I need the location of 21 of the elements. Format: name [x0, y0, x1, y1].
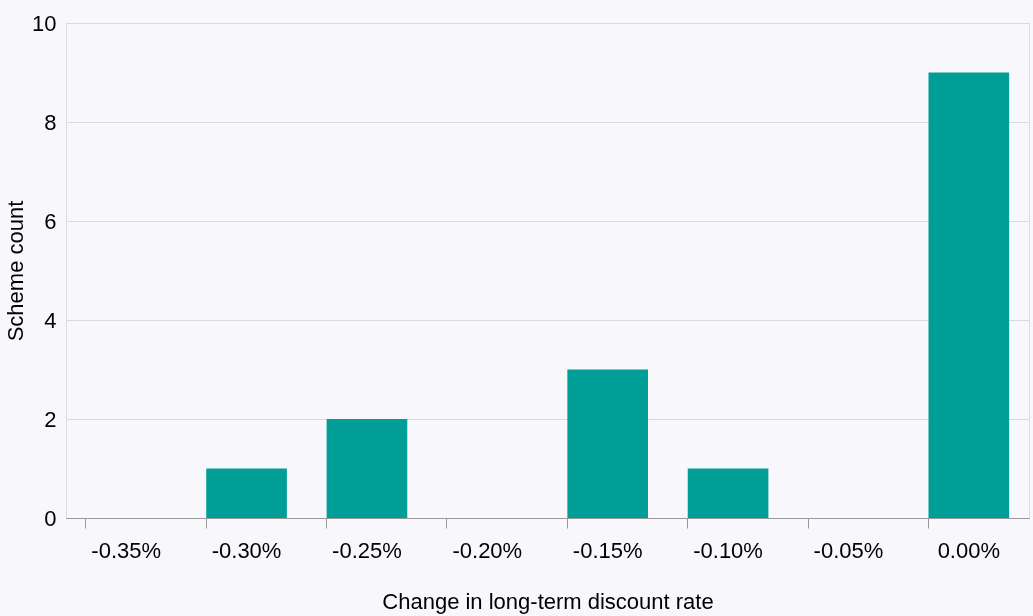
x-tick-label: -0.10% [693, 537, 763, 563]
bar [687, 468, 769, 518]
y-tick-label: 4 [44, 307, 57, 333]
y-tick-label: 8 [44, 109, 57, 135]
y-tick-label: 2 [44, 406, 57, 432]
x-axis-title: Change in long-term discount rate [382, 588, 714, 614]
bar [326, 419, 408, 518]
x-tick-label: -0.05% [813, 537, 884, 563]
y-tick-label: 6 [44, 208, 57, 234]
x-tick-label: -0.30% [211, 537, 282, 563]
y-tick-label: 10 [32, 10, 57, 36]
y-axis-title: Scheme count [3, 200, 29, 342]
x-tick-label: -0.15% [572, 537, 643, 563]
x-tick-label: -0.25% [332, 537, 402, 563]
y-tick-label: 0 [44, 505, 57, 531]
bar [206, 468, 287, 518]
x-tick-label: -0.35% [91, 537, 162, 563]
bar [928, 72, 1010, 518]
bar [567, 369, 649, 518]
x-tick-label: 0.00% [937, 537, 1001, 563]
x-tick-label: -0.20% [452, 537, 523, 563]
